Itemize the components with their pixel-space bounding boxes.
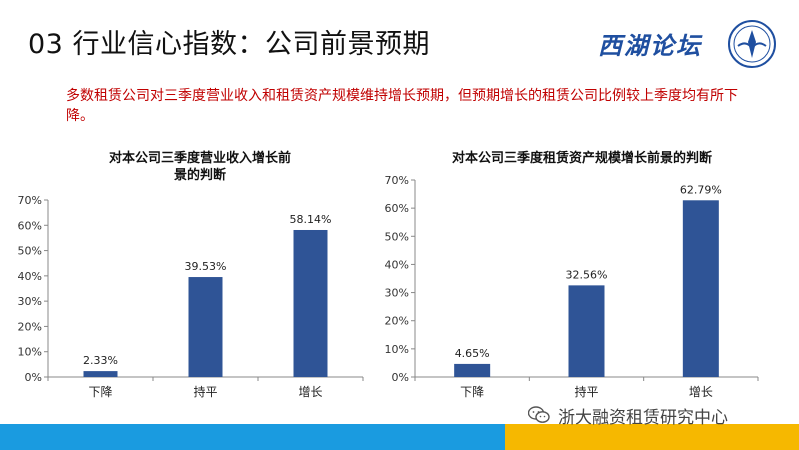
bar [454, 363, 491, 377]
footer-blue-band [0, 424, 505, 450]
y-tick-label: 40% [18, 270, 42, 283]
x-tick-label: 下降 [460, 385, 484, 399]
x-tick-label: 增长 [298, 385, 322, 399]
y-tick-label: 60% [18, 219, 42, 232]
data-label: 4.65% [455, 347, 490, 360]
bar [83, 371, 118, 377]
footer-yellow-band [505, 424, 799, 450]
y-tick-label: 30% [385, 287, 409, 300]
data-label: 58.14% [290, 213, 332, 226]
chart-title: 对本公司三季度租赁资产规模增长前景的判断 [452, 150, 712, 166]
footer-bar [0, 424, 799, 450]
logo-text: 西湖论坛 [598, 31, 702, 60]
chart-title-line: 对本公司三季度营业收入增长前 [109, 150, 291, 166]
watermark: 浙大融资租赁研究中心 [528, 402, 728, 428]
bar [682, 200, 719, 377]
chart-title-line: 对本公司三季度租赁资产规模增长前景的判断 [452, 150, 712, 166]
chart-title-line: 景的判断 [174, 167, 226, 183]
y-tick-label: 20% [18, 320, 42, 333]
chart-asset-scale: 对本公司三季度租赁资产规模增长前景的判断 0% 10% 20% 30% 40% 50% 60%… [385, 150, 759, 399]
x-tick-label: 增长 [689, 385, 713, 399]
y-tick-label: 0% [25, 371, 42, 384]
emblem-icon [728, 20, 776, 68]
x-tick-label: 持平 [193, 384, 217, 399]
y-tick-label: 30% [18, 295, 42, 308]
y-tick-label: 50% [385, 230, 409, 243]
logo: 西湖论坛 [598, 20, 788, 68]
x-tick-label: 持平 [574, 384, 598, 399]
chart-title: 对本公司三季度营业收入增长前景的判断 [109, 150, 291, 183]
y-tick-label: 70% [18, 194, 42, 207]
summary-text: 多数租赁公司对三季度营业收入和租赁资产规模维持增长预期，但预期增长的租赁公司比例… [66, 88, 738, 124]
y-tick-label: 10% [18, 346, 42, 359]
y-tick-label: 10% [385, 343, 409, 356]
bar [568, 285, 605, 377]
bar [293, 229, 328, 377]
x-tick-label: 下降 [88, 385, 112, 399]
y-tick-label: 40% [385, 258, 409, 271]
y-tick-label: 70% [385, 174, 409, 187]
y-tick-label: 60% [385, 202, 409, 215]
data-label: 32.56% [566, 268, 608, 281]
wechat-icon [528, 406, 550, 423]
page-title: 03 行业信心指数：公司前景预期 [28, 29, 430, 60]
chart-revenue: 对本公司三季度营业收入增长前景的判断 0% 10% 20% 30% 40% 50% 60% 70… [18, 150, 364, 399]
y-tick-label: 0% [392, 371, 409, 384]
bar [188, 277, 223, 377]
watermark-text: 浙大融资租赁研究中心 [558, 407, 728, 428]
y-tick-label: 20% [385, 315, 409, 328]
data-label: 39.53% [185, 260, 227, 273]
y-tick-label: 50% [18, 245, 42, 258]
data-label: 62.79% [680, 183, 722, 196]
data-label: 2.33% [83, 354, 118, 367]
